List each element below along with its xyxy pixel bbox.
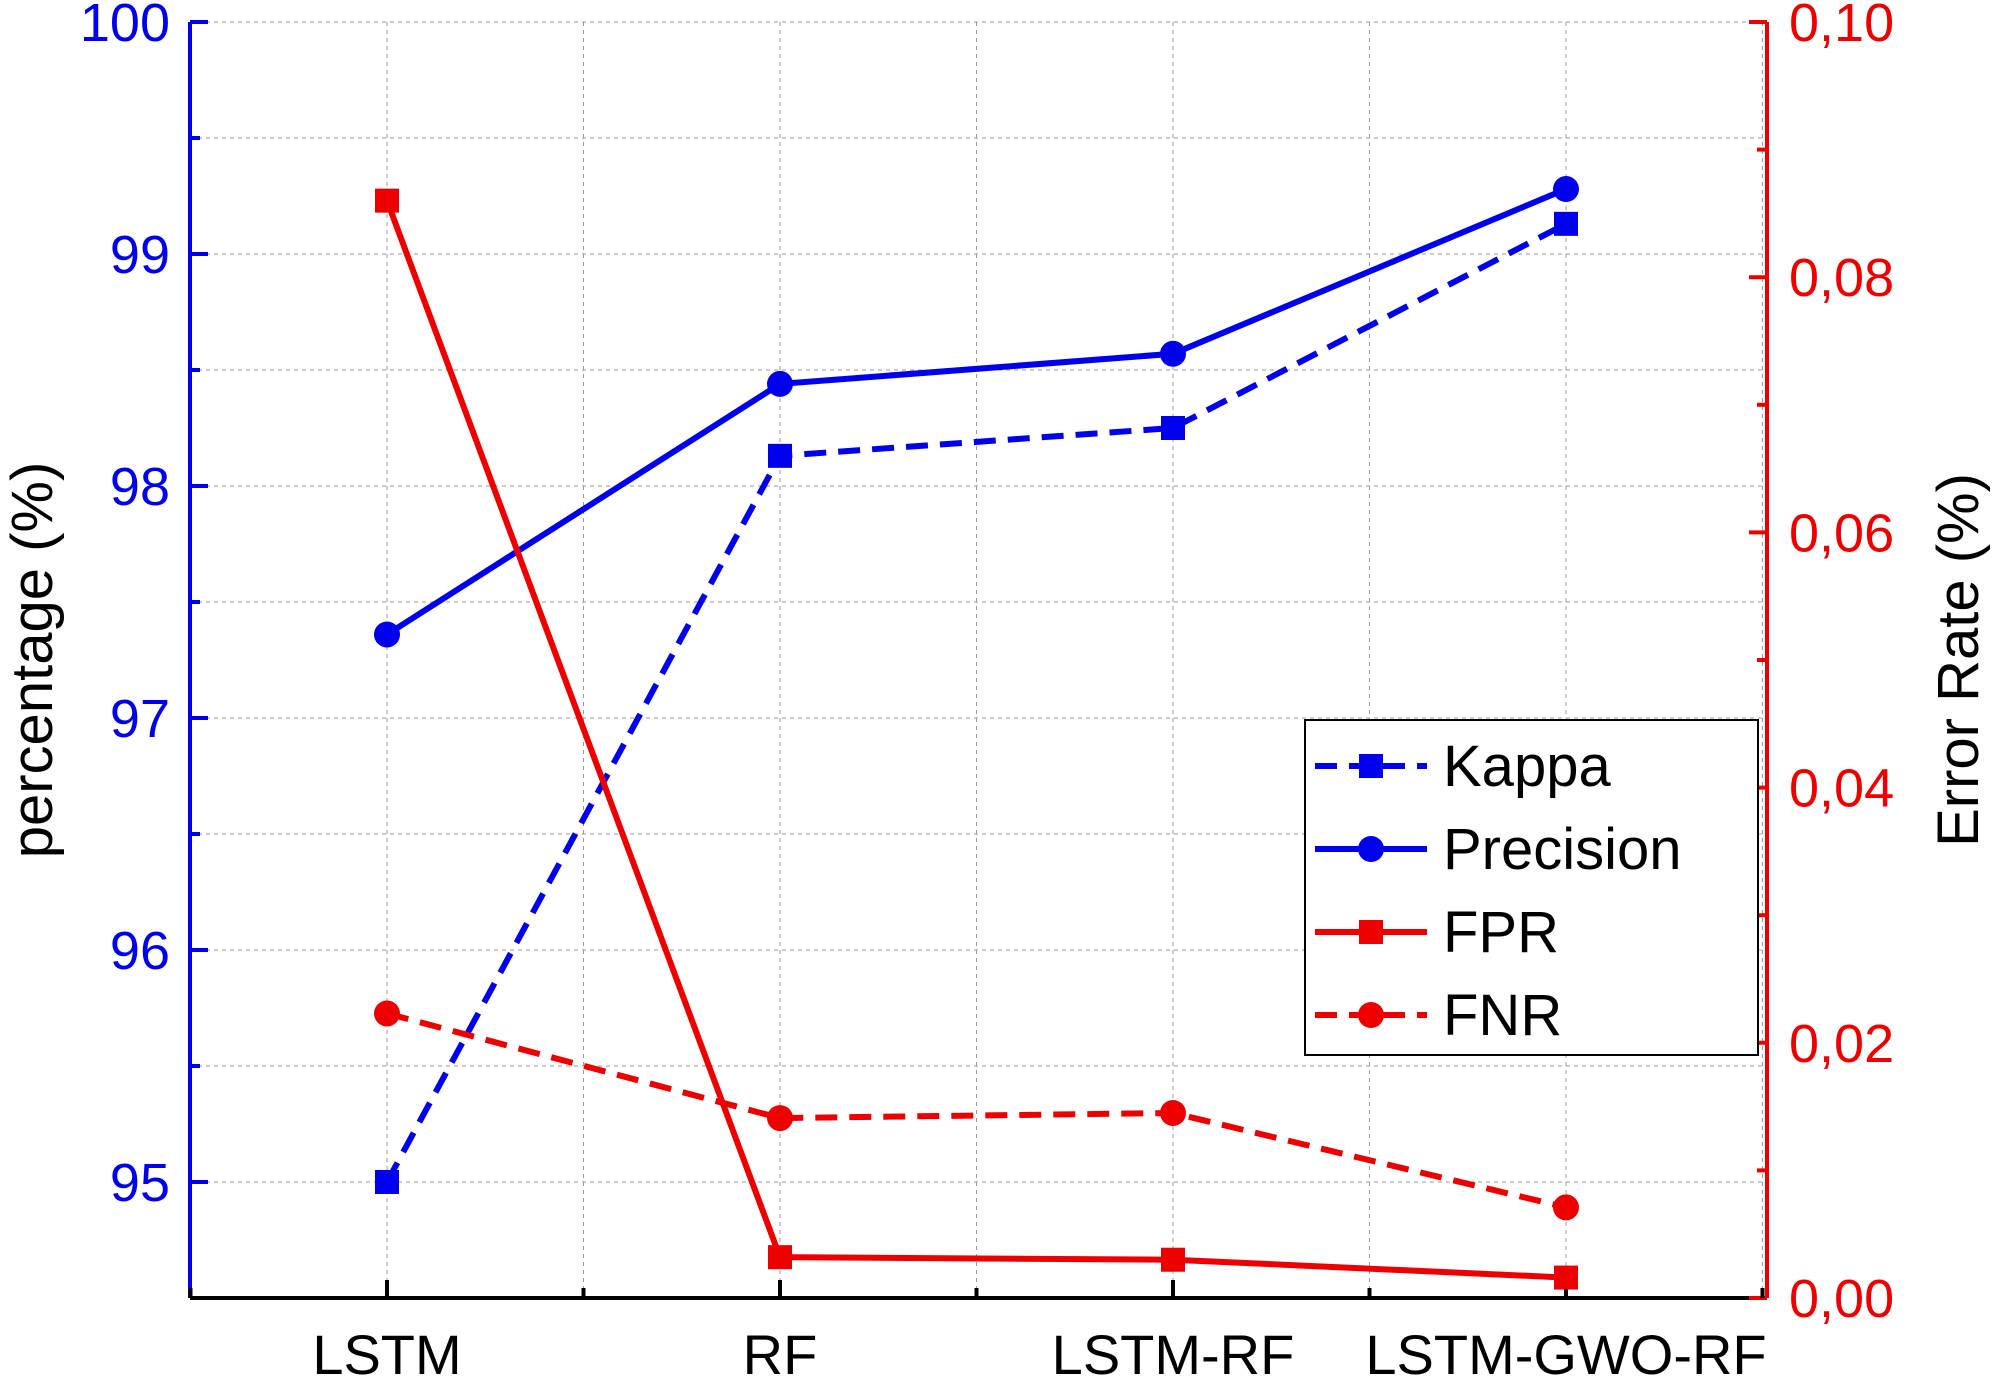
data-point-precision (1553, 176, 1579, 203)
y-left-tick-label: 98 (110, 457, 170, 517)
data-point-precision (767, 370, 793, 397)
data-point-fnr (1160, 1099, 1186, 1126)
series-line-precision (385, 186, 1568, 638)
y-right-tick-label: 0,02 (1789, 1014, 1894, 1074)
series-fnr (374, 1000, 1579, 1221)
legend-label-kappa: Kappa (1443, 734, 1611, 799)
legend-label-fnr: FNR (1443, 983, 1562, 1048)
y-left-axis-title: percentage (%) (0, 462, 65, 859)
y-left-tick-label: 100 (80, 0, 170, 53)
series-line-kappa (384, 221, 1568, 1184)
data-point-fpr (768, 1245, 792, 1270)
y-left-tick-label: 96 (110, 921, 170, 981)
y-right-tick-label: 0,04 (1789, 759, 1894, 819)
legend-label-precision: Precision (1443, 817, 1682, 882)
y-left-tick-label: 97 (110, 689, 170, 749)
series-line-fnr (386, 1010, 1567, 1211)
data-point-fpr (1554, 1265, 1578, 1290)
data-point-fnr (767, 1105, 793, 1132)
series-fpr (375, 188, 1578, 1290)
x-tick-label: LSTM (312, 1323, 461, 1386)
y-right-axis-title: Error Rate (%) (1926, 473, 1991, 847)
y-right-tick-label: 0,06 (1789, 503, 1894, 563)
series-line-fpr (384, 199, 1567, 1281)
series-precision (374, 176, 1579, 648)
y-left-tick-label: 99 (110, 225, 170, 285)
legend-label-fpr: FPR (1443, 900, 1559, 965)
data-point-precision (1160, 340, 1186, 367)
data-point-fnr (374, 1000, 400, 1027)
data-point-precision (374, 621, 400, 648)
legend-marker-fnr (1358, 1002, 1384, 1028)
y-right-tick-label: 0,10 (1789, 0, 1894, 53)
data-point-fpr (1161, 1247, 1185, 1272)
series-kappa (375, 211, 1578, 1194)
data-point-kappa (375, 1170, 399, 1194)
legend-marker-kappa (1359, 754, 1383, 778)
data-point-kappa (1161, 416, 1185, 440)
legend-marker-fpr (1359, 920, 1383, 944)
data-point-kappa (1554, 211, 1578, 236)
data-point-fpr (375, 188, 399, 213)
series-layer (374, 176, 1579, 1290)
data-point-kappa (768, 443, 792, 468)
x-tick-label: LSTM-RF (1052, 1323, 1295, 1386)
y-right-tick-label: 0,08 (1789, 248, 1894, 308)
x-tick-label: LSTM-GWO-RF (1365, 1323, 1766, 1386)
data-point-fnr (1553, 1194, 1579, 1221)
y-right-tick-label: 0,00 (1789, 1269, 1894, 1329)
legend-marker-precision (1358, 836, 1384, 862)
x-tick-label: RF (743, 1323, 818, 1386)
legend: Kappa Precision FPR FNR (1304, 719, 1759, 1056)
y-left-tick-label: 95 (110, 1153, 170, 1213)
